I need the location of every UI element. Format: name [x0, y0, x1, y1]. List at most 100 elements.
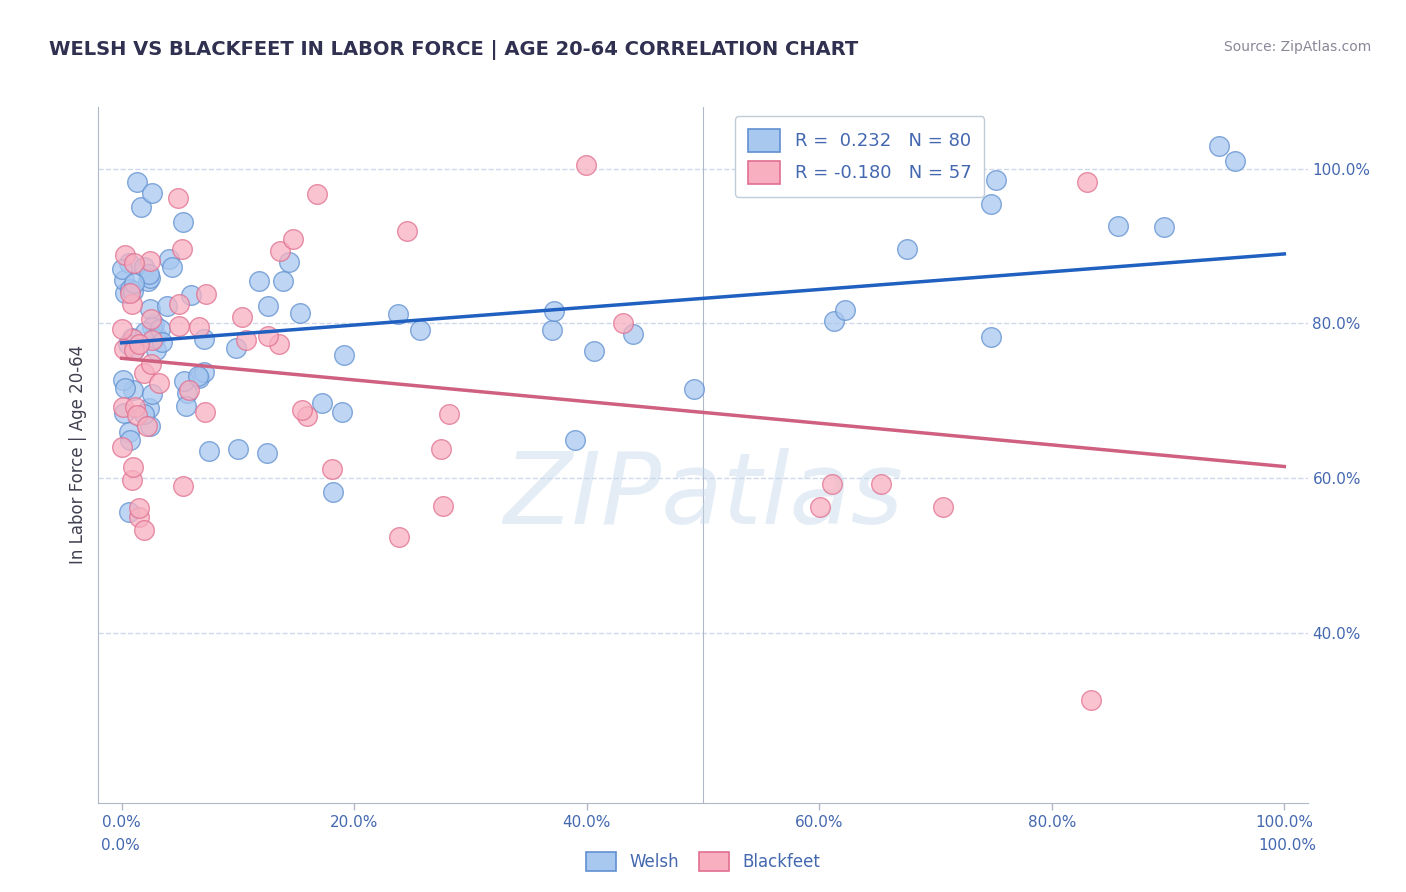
- Point: [111, 262, 134, 277]
- Point: [167, 296, 190, 310]
- Point: [834, 302, 856, 317]
- Point: [322, 485, 344, 500]
- Point: [122, 256, 145, 270]
- Point: [139, 301, 162, 316]
- Point: [134, 326, 156, 340]
- Point: [145, 343, 167, 357]
- Point: [430, 442, 453, 456]
- Point: [167, 191, 190, 205]
- Point: [305, 186, 328, 201]
- Point: [197, 444, 219, 458]
- Point: [575, 158, 598, 172]
- Point: [235, 333, 257, 347]
- Text: WELSH VS BLACKFEET IN LABOR FORCE | AGE 20-64 CORRELATION CHART: WELSH VS BLACKFEET IN LABOR FORCE | AGE …: [49, 40, 859, 60]
- Point: [321, 462, 343, 476]
- Point: [187, 371, 209, 385]
- Point: [612, 316, 634, 330]
- Point: [128, 337, 150, 351]
- Point: [127, 175, 149, 189]
- Point: [311, 395, 333, 409]
- Point: [122, 343, 145, 358]
- Point: [1076, 175, 1098, 189]
- Point: [174, 399, 197, 413]
- Point: [409, 323, 432, 337]
- Point: [1153, 219, 1175, 234]
- Point: [118, 256, 141, 270]
- Point: [194, 405, 217, 419]
- Point: [122, 383, 145, 397]
- Point: [269, 244, 291, 258]
- Point: [543, 304, 565, 318]
- Point: [112, 273, 135, 287]
- Point: [120, 286, 142, 301]
- Point: [138, 267, 160, 281]
- Point: [141, 311, 163, 326]
- Point: [821, 477, 844, 491]
- Point: [112, 400, 135, 414]
- Point: [1223, 153, 1246, 168]
- Point: [148, 376, 170, 390]
- Point: [291, 403, 314, 417]
- Point: [120, 433, 142, 447]
- Point: [172, 215, 194, 229]
- Point: [896, 242, 918, 256]
- Point: [141, 333, 163, 347]
- Point: [156, 299, 179, 313]
- Point: [1208, 138, 1230, 153]
- Point: [269, 337, 291, 351]
- Point: [139, 418, 162, 433]
- Point: [564, 434, 586, 448]
- Point: [141, 387, 163, 401]
- Point: [330, 405, 353, 419]
- Point: [118, 425, 141, 439]
- Point: [187, 320, 209, 334]
- Point: [869, 476, 891, 491]
- Text: Source: ZipAtlas.com: Source: ZipAtlas.com: [1223, 40, 1371, 54]
- Point: [582, 344, 605, 359]
- Point: [117, 337, 139, 351]
- Point: [187, 368, 209, 383]
- Point: [139, 357, 162, 371]
- Legend: R =  0.232   N = 80, R = -0.180   N = 57: R = 0.232 N = 80, R = -0.180 N = 57: [735, 116, 984, 197]
- Point: [111, 440, 134, 454]
- Point: [157, 252, 180, 266]
- Point: [111, 373, 134, 387]
- Point: [167, 318, 190, 333]
- Point: [122, 460, 145, 475]
- Point: [121, 296, 143, 310]
- Point: [112, 406, 135, 420]
- Point: [134, 366, 156, 380]
- Point: [141, 319, 163, 334]
- Point: [256, 446, 278, 460]
- Legend: Welsh, Blackfeet: Welsh, Blackfeet: [578, 843, 828, 880]
- Point: [388, 530, 411, 544]
- Point: [138, 401, 160, 416]
- Point: [980, 330, 1002, 344]
- Point: [247, 274, 270, 288]
- Point: [621, 327, 644, 342]
- Point: [984, 173, 1007, 187]
- Point: [808, 500, 831, 515]
- Point: [129, 200, 152, 214]
- Point: [111, 322, 134, 336]
- Point: [132, 524, 155, 538]
- Point: [1080, 693, 1102, 707]
- Point: [1107, 219, 1129, 233]
- Point: [114, 248, 136, 262]
- Point: [139, 271, 162, 285]
- Text: 100.0%: 100.0%: [1258, 838, 1316, 854]
- Point: [114, 381, 136, 395]
- Point: [170, 242, 193, 256]
- Point: [257, 329, 280, 343]
- Point: [135, 419, 157, 434]
- Point: [177, 384, 200, 398]
- Point: [121, 473, 143, 487]
- Point: [396, 224, 419, 238]
- Point: [387, 307, 409, 321]
- Point: [117, 504, 139, 518]
- Point: [226, 442, 249, 457]
- Point: [125, 408, 148, 422]
- Point: [142, 317, 165, 331]
- Point: [283, 232, 305, 246]
- Point: [114, 286, 136, 301]
